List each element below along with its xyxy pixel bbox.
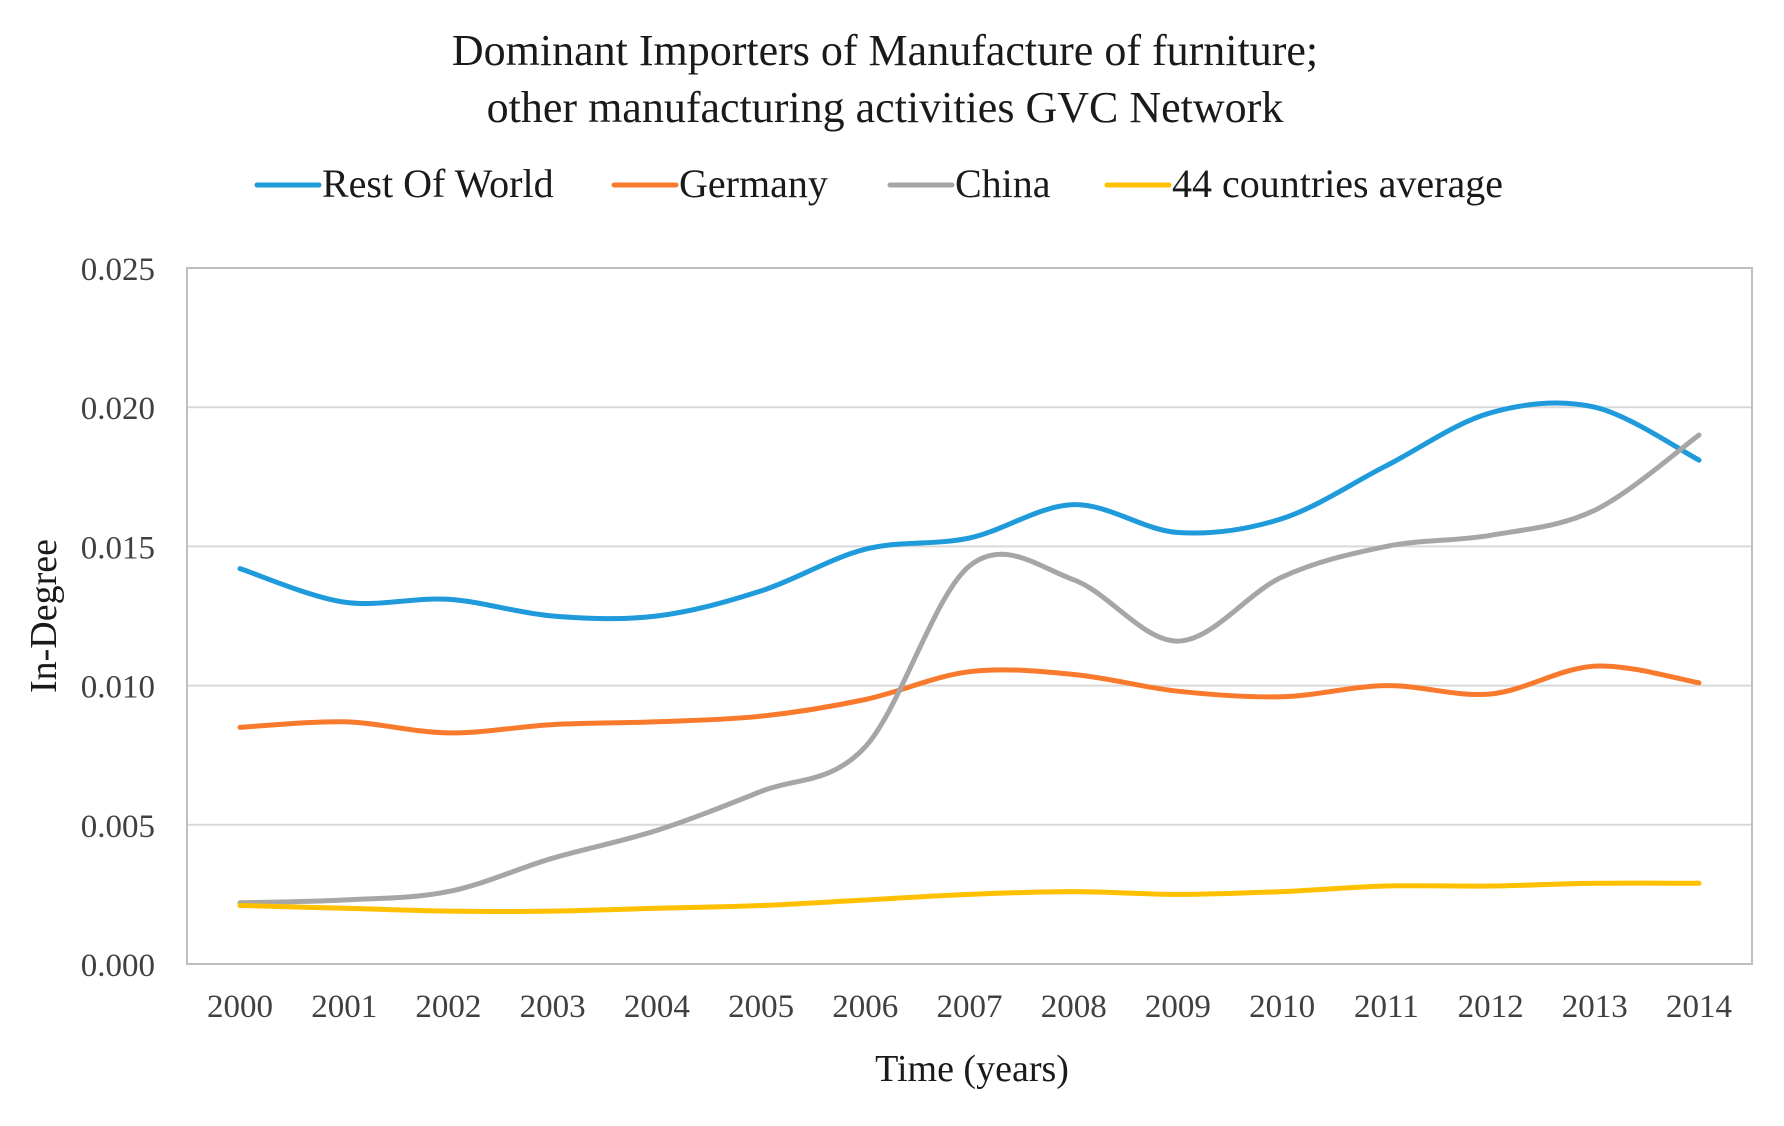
x-tick-label: 2014: [1666, 989, 1732, 1025]
x-tick-label: 2001: [311, 989, 377, 1025]
series-line: [237, 663, 1702, 736]
legend-item: 44 countries average: [1104, 161, 1503, 206]
chart-title-line-1: Dominant Importers of Manufacture of fur…: [452, 26, 1318, 75]
x-tick-label: 2000: [207, 989, 273, 1025]
y-axis-ticks: 0.000 0.005 0.010 0.015 0.020 0.025: [81, 252, 155, 984]
chart-title-line-2: other manufacturing activities GVC Netwo…: [487, 83, 1284, 132]
x-tick-label: 2002: [415, 989, 481, 1025]
legend-item: Rest Of World: [254, 161, 554, 206]
x-tick-label: 2003: [520, 989, 586, 1025]
legend-label: China: [955, 161, 1051, 206]
y-tick-label: 0.020: [81, 391, 155, 427]
legend-label: Rest Of World: [322, 161, 554, 206]
y-tick-label: 0.025: [81, 252, 155, 288]
series-line: [237, 880, 1702, 914]
x-tick-label: 2013: [1562, 989, 1628, 1025]
x-tick-label: 2004: [624, 989, 690, 1025]
legend-item: China: [887, 161, 1051, 206]
gridlines: [187, 406, 1752, 826]
legend-item: Germany: [611, 161, 828, 206]
x-tick-label: 2012: [1458, 989, 1524, 1025]
x-axis-title: Time (years): [875, 1048, 1069, 1090]
series-germany: [237, 663, 1702, 736]
legend: Rest Of World Germany China 44 countries av…: [254, 161, 1503, 206]
x-tick-label: 2010: [1249, 989, 1315, 1025]
y-tick-label: 0.005: [81, 809, 155, 845]
x-tick-label: 2005: [728, 989, 794, 1025]
legend-label: Germany: [679, 161, 828, 206]
x-axis-ticks: 2000 2001 2002 2003 2004 2005 2006 2007 2008 2009…: [207, 989, 1732, 1025]
series-rest-of-world: [237, 400, 1702, 622]
x-tick-label: 2009: [1145, 989, 1211, 1025]
series-44-countries-average: [237, 880, 1702, 914]
x-tick-label: 2008: [1041, 989, 1107, 1025]
plot-area-frame: [186, 267, 1753, 965]
series-line: [237, 432, 1702, 906]
y-tick-label: 0.000: [81, 948, 155, 984]
x-tick-label: 2006: [832, 989, 898, 1025]
series-china: [237, 432, 1702, 906]
y-tick-label: 0.015: [81, 530, 155, 566]
chart-title: Dominant Importers of Manufacture of fur…: [452, 26, 1318, 132]
series-line: [237, 400, 1702, 622]
x-tick-label: 2011: [1354, 989, 1419, 1025]
x-tick-label: 2007: [937, 989, 1003, 1025]
series-lines: [237, 400, 1702, 914]
y-tick-label: 0.010: [81, 670, 155, 706]
y-axis-title: In-Degree: [23, 539, 65, 693]
legend-label: 44 countries average: [1172, 161, 1503, 206]
